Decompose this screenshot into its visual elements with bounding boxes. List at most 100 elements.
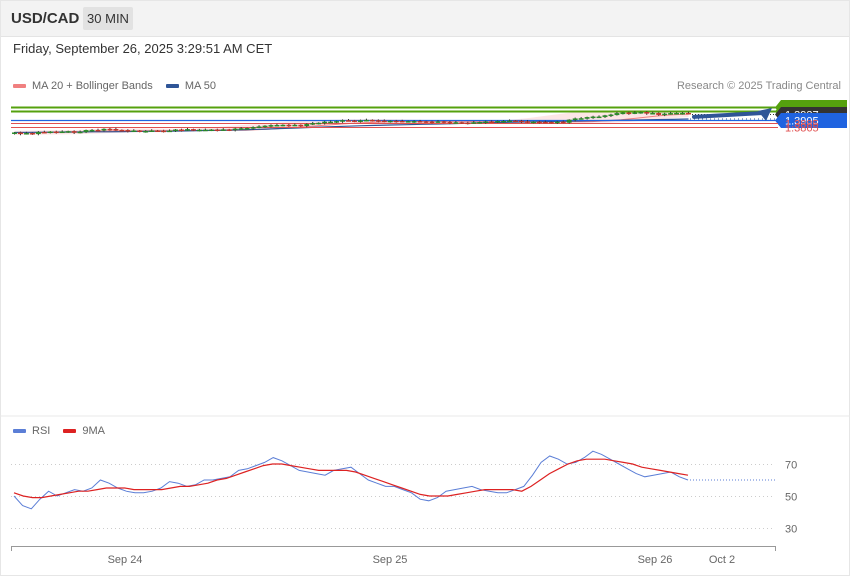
symbol-title: USD/CAD bbox=[11, 10, 80, 27]
candle-body bbox=[519, 120, 524, 123]
candle bbox=[232, 127, 238, 132]
candle bbox=[650, 111, 656, 115]
x-tick-label: Sep 24 bbox=[108, 554, 143, 566]
candle-body bbox=[602, 115, 608, 118]
forecast-arrow-head bbox=[758, 108, 772, 121]
candle bbox=[101, 128, 107, 132]
candle-body bbox=[447, 121, 453, 124]
candle-body bbox=[149, 130, 155, 132]
candle-body bbox=[322, 121, 328, 124]
candle-body bbox=[668, 113, 674, 115]
candle bbox=[334, 120, 340, 124]
candle bbox=[507, 119, 513, 123]
candle bbox=[214, 128, 220, 132]
candle-body bbox=[626, 112, 632, 115]
candle bbox=[686, 111, 691, 115]
candle-body bbox=[423, 121, 429, 123]
price-tag-label: 1.3905 bbox=[785, 116, 819, 128]
candle bbox=[525, 120, 530, 124]
candle-body bbox=[656, 112, 662, 115]
candle bbox=[53, 130, 59, 134]
candle-body bbox=[542, 121, 548, 124]
candle-body bbox=[244, 128, 250, 130]
candle-body bbox=[173, 129, 178, 132]
candle bbox=[417, 119, 423, 123]
candle bbox=[596, 115, 602, 119]
candle-body bbox=[155, 130, 161, 132]
rsi-ma-swatch bbox=[63, 429, 77, 434]
candle-body bbox=[274, 124, 280, 127]
rsi-tick-label: 50 bbox=[785, 492, 797, 504]
candle-body bbox=[387, 120, 393, 123]
candle bbox=[185, 127, 190, 131]
candle-body bbox=[262, 125, 268, 128]
rsi-pane: 30 50 70 bbox=[11, 450, 797, 536]
candle-body bbox=[83, 130, 89, 133]
candle bbox=[23, 131, 29, 135]
candle-body bbox=[256, 126, 262, 128]
candle bbox=[41, 130, 47, 134]
candle-body bbox=[554, 121, 560, 124]
candle bbox=[393, 119, 399, 123]
candle bbox=[656, 112, 662, 116]
candle bbox=[143, 130, 149, 133]
candle-body bbox=[501, 120, 507, 123]
candle bbox=[668, 111, 674, 115]
candle-body bbox=[202, 129, 208, 132]
candle bbox=[441, 120, 447, 124]
timeframe-button[interactable]: 30 MIN bbox=[83, 7, 133, 30]
candle-body bbox=[674, 112, 680, 115]
candle bbox=[29, 132, 35, 135]
candle-body bbox=[41, 131, 47, 134]
candle bbox=[262, 125, 268, 128]
candle-body bbox=[250, 127, 256, 129]
candle-body bbox=[167, 130, 173, 133]
pivot-price-tag: 1.3905 bbox=[775, 113, 847, 128]
candle-body bbox=[399, 120, 405, 123]
candle-body bbox=[143, 130, 149, 133]
candle bbox=[638, 111, 644, 114]
candle-body bbox=[608, 114, 614, 117]
candle bbox=[226, 128, 232, 132]
candle-body bbox=[346, 120, 351, 122]
candle-body bbox=[536, 121, 542, 124]
candle bbox=[119, 129, 125, 132]
candle-body bbox=[53, 131, 59, 134]
candle-body bbox=[179, 129, 184, 132]
candle-body bbox=[107, 128, 113, 131]
candle-body bbox=[310, 123, 316, 125]
candle-body bbox=[590, 116, 596, 119]
candle-body bbox=[65, 131, 71, 133]
candle bbox=[381, 119, 387, 123]
candle bbox=[95, 128, 101, 132]
rsi-legend-label: RSI bbox=[32, 425, 51, 437]
candle-body bbox=[507, 120, 513, 123]
candle-body bbox=[560, 121, 566, 124]
candle-body bbox=[530, 121, 536, 124]
candle-body bbox=[459, 122, 465, 124]
candle-body bbox=[375, 120, 381, 122]
candle-body bbox=[441, 121, 447, 123]
candle-body bbox=[214, 129, 220, 132]
candle bbox=[65, 130, 71, 133]
candle-body bbox=[18, 132, 23, 135]
candle-body bbox=[23, 133, 29, 135]
top-bar: USD/CAD 30 MIN bbox=[0, 0, 850, 37]
candle-body bbox=[662, 113, 668, 116]
candle-body bbox=[680, 112, 685, 115]
rsi-swatch bbox=[13, 429, 26, 434]
candle-body bbox=[226, 129, 232, 131]
candle-body bbox=[495, 120, 501, 123]
candle-body bbox=[614, 113, 620, 116]
candle-body bbox=[304, 124, 310, 127]
candle-body bbox=[71, 131, 77, 133]
candle bbox=[566, 119, 572, 124]
candle-body bbox=[190, 129, 196, 131]
candle-body bbox=[238, 128, 244, 130]
x-tick-label: Sep 26 bbox=[638, 554, 673, 566]
candle-body bbox=[35, 131, 41, 135]
candle-body bbox=[477, 122, 483, 124]
candle-body bbox=[471, 122, 477, 124]
